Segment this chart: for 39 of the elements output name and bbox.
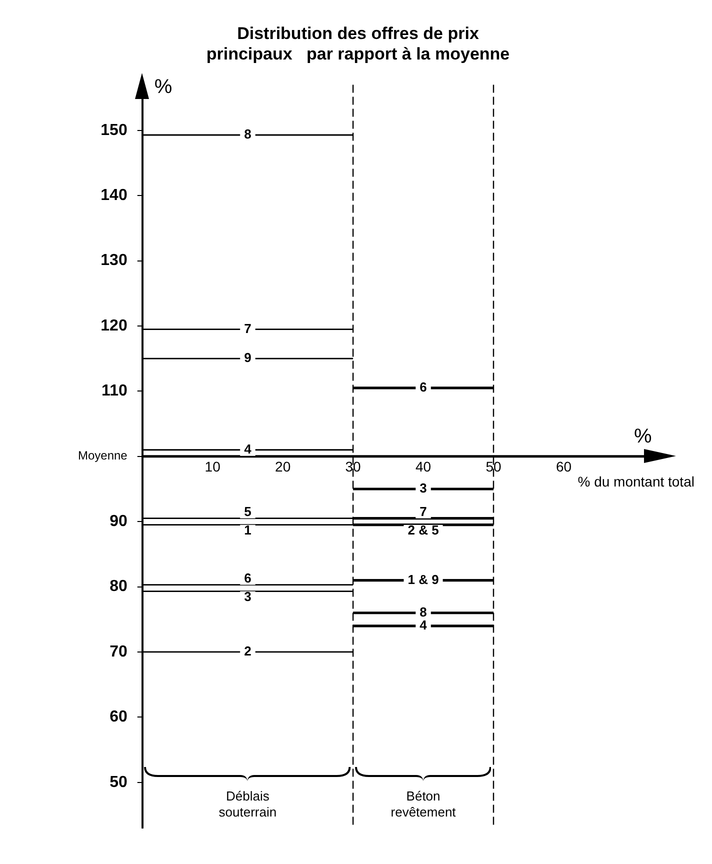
y-axis-title: % (154, 76, 172, 98)
x-tick-label: 10 (204, 458, 221, 475)
series-label: 7 (244, 320, 252, 336)
y-tick-label: 70 (110, 643, 128, 660)
series-label: 6 (420, 380, 427, 395)
series-label: 6 (244, 570, 252, 586)
series-label: 3 (420, 480, 427, 496)
x-tick-label: 60 (556, 458, 572, 475)
annotation: Béton revêtement (390, 788, 456, 820)
y-tick-label: Moyenne (78, 448, 128, 463)
x-tick-label: 30 (345, 458, 362, 475)
series-label: 2 (244, 644, 252, 659)
y-tick-label: 60 (110, 708, 128, 726)
y-tick-label: 140 (100, 187, 128, 204)
series-label: 8 (420, 604, 427, 620)
y-tick-label: 130 (100, 252, 128, 270)
x-axis-title: % du montant total (578, 473, 694, 490)
series-label: 1 & 9 (408, 572, 439, 587)
series-label: 8 (244, 126, 252, 142)
y-tick-label: 90 (110, 513, 128, 530)
series-label: 2 & 5 (408, 522, 439, 538)
series-label: 9 (244, 350, 252, 366)
annotation: Déblais souterrain (218, 788, 277, 820)
annotation: % (634, 425, 652, 448)
x-tick-label: 20 (275, 458, 291, 475)
series-label: 4 (244, 441, 252, 456)
y-tick-label: 110 (102, 382, 128, 400)
y-tick-label: 150 (100, 122, 128, 139)
x-tick-label: 50 (486, 458, 502, 475)
series-label: 7 (420, 504, 427, 519)
series-label: 5 (244, 504, 252, 519)
y-tick-label: 80 (110, 578, 128, 596)
chart-title: Distribution des offres de prix principaux par rapport à la moyenne (206, 24, 510, 64)
y-tick-label: 50 (110, 774, 128, 791)
series-label: 3 (244, 588, 252, 604)
series-label: 1 (244, 522, 252, 538)
y-tick-label: 120 (100, 317, 128, 334)
x-tick-label: 40 (415, 458, 432, 475)
series-label: 4 (420, 617, 428, 632)
